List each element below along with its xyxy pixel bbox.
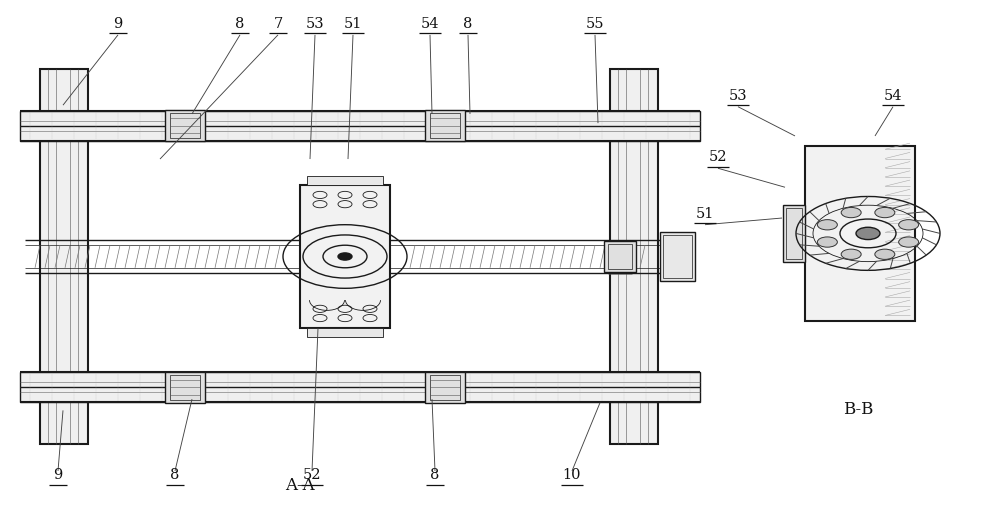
Text: 51: 51 <box>696 207 714 221</box>
Circle shape <box>841 207 861 218</box>
Bar <box>307 176 383 185</box>
Text: 52: 52 <box>709 150 727 164</box>
Circle shape <box>817 237 837 247</box>
Bar <box>430 375 460 400</box>
Bar <box>170 113 200 138</box>
Circle shape <box>817 220 837 230</box>
Bar <box>608 244 632 269</box>
Bar <box>786 208 802 259</box>
Bar <box>425 110 465 141</box>
Bar <box>604 241 636 272</box>
Text: 9: 9 <box>53 468 63 482</box>
Text: 53: 53 <box>306 17 324 31</box>
Text: 8: 8 <box>463 17 473 31</box>
Bar <box>425 372 465 403</box>
Circle shape <box>856 227 880 240</box>
Circle shape <box>875 207 895 218</box>
Bar <box>165 372 205 403</box>
Bar <box>663 235 692 278</box>
Text: 54: 54 <box>884 89 902 103</box>
Bar <box>783 205 805 262</box>
Bar <box>300 185 390 328</box>
Bar <box>165 110 205 141</box>
Text: 7: 7 <box>273 17 283 31</box>
Bar <box>610 69 658 444</box>
Circle shape <box>899 220 919 230</box>
Text: 52: 52 <box>303 468 321 482</box>
Text: 53: 53 <box>729 89 747 103</box>
Text: 9: 9 <box>113 17 123 31</box>
Circle shape <box>875 249 895 260</box>
Bar <box>660 232 695 281</box>
Text: 8: 8 <box>430 468 440 482</box>
Text: 8: 8 <box>170 468 180 482</box>
Circle shape <box>841 249 861 260</box>
Bar <box>430 113 460 138</box>
Circle shape <box>338 253 352 260</box>
Text: A-A: A-A <box>285 477 315 494</box>
Bar <box>40 69 88 444</box>
Bar <box>805 146 915 321</box>
Text: 54: 54 <box>421 17 439 31</box>
Text: 10: 10 <box>563 468 581 482</box>
Bar <box>170 375 200 400</box>
Text: B-B: B-B <box>843 401 873 418</box>
Circle shape <box>899 237 919 247</box>
Text: 55: 55 <box>586 17 604 31</box>
Bar <box>20 111 700 141</box>
Text: 51: 51 <box>344 17 362 31</box>
Bar <box>307 328 383 337</box>
Bar <box>20 372 700 402</box>
Text: 8: 8 <box>235 17 245 31</box>
